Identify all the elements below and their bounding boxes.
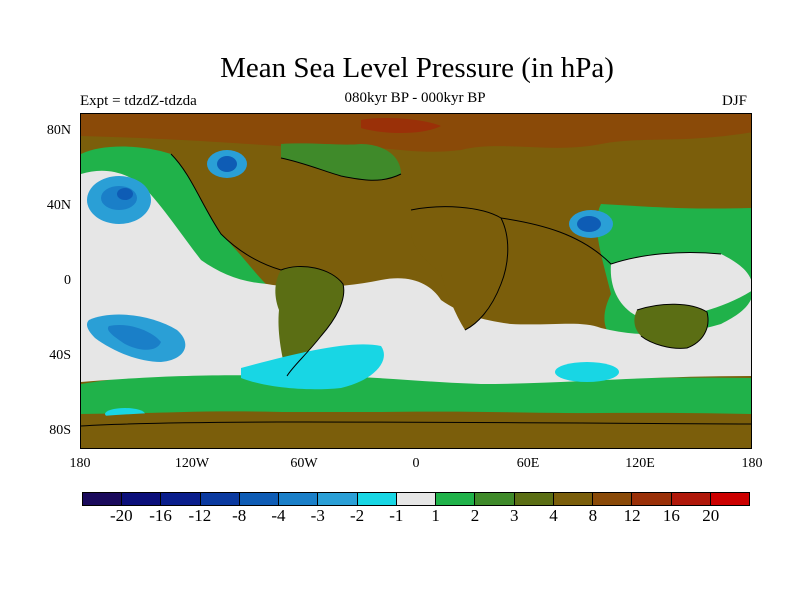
chart-title: Mean Sea Level Pressure (in hPa) [220,52,614,84]
lon-label-180w: 180 [69,456,91,471]
south-pacific-low-core [107,324,161,350]
north-pacific-low-inner [101,186,137,210]
colorbar-label-0: -20 [109,506,133,525]
lon-label-60w: 60W [290,456,318,471]
colorbar-label-1: -16 [149,506,172,525]
colorbar-label-12: 8 [588,506,598,525]
colorbar-label-6: -2 [349,506,365,525]
colorbar-box-6 [318,493,358,505]
colorbar-box-14 [632,493,672,505]
australia-region [634,304,709,349]
lon-label-60e: 60E [516,456,540,471]
lat-label-40n: 40N [46,198,71,213]
lat-label-80s: 80S [49,423,71,438]
lat-label-0: 0 [64,273,71,288]
colorbar-label-14: 16 [662,506,680,525]
colorbar-label-7: -1 [389,506,404,525]
experiment-label: Expt = tdzdZ-tdzda [80,93,197,109]
africa-coast [410,206,509,331]
colorbar-box-0 [83,493,123,505]
lon-label-120w: 120W [174,456,210,471]
colorbar-box-11 [514,493,554,505]
lon-label-180e: 180 [741,456,763,471]
arctic-peak-region [361,118,441,133]
north-atlantic-coast [280,157,402,181]
lon-label-0: 0 [412,456,420,471]
canada-low-core [217,156,237,172]
tibet-low-core [577,216,601,232]
colorbar-box-5 [279,493,319,505]
season-label: DJF [722,93,748,109]
south-atlantic-low-region [241,344,384,390]
colorbar-label-15: 20 [702,506,720,525]
antarctica-region [81,411,751,448]
lon-label-120e: 120E [625,456,655,471]
colorbar-label-5: -3 [310,506,325,525]
colorbar-box-13 [593,493,633,505]
colorbar-box-15 [671,493,711,505]
colorbar-box-10 [475,493,515,505]
colorbar-box-1 [122,493,162,505]
colorbar-label-9: 2 [470,506,480,525]
africa-region [411,206,508,330]
australia-coast [636,303,709,349]
contour-map [81,114,751,448]
colorbar-box-9 [436,493,476,505]
asia-south-coast [500,217,722,265]
colorbar-label-2: -12 [188,506,212,525]
colorbar-label-4: -4 [271,506,286,525]
north-america-west-coast [170,153,282,271]
lat-label-40s: 40S [49,348,71,363]
south-america-region [275,266,344,376]
colorbar [82,492,750,506]
coastlines [170,153,722,377]
north-atlantic-green-region [281,143,401,181]
north-pacific-low-core [117,188,133,200]
colorbar-box-12 [553,493,594,505]
chart-subtitle: 080kyr BP - 000kyr BP [344,90,486,106]
colorbar-label-13: 12 [623,506,641,525]
colorbar-label-11: 4 [549,506,558,525]
colorbar-label-10: 3 [509,506,519,525]
indo-pacific-neutral-region [610,252,751,319]
colorbar-box-8 [396,493,437,505]
colorbar-box-2 [161,493,201,505]
antarctica-coastline [81,421,751,427]
colorbar-box-16 [710,493,749,505]
colorbar-label-8: 1 [431,506,440,525]
colorbar-box-7 [357,493,397,505]
colorbar-label-3: -8 [232,506,247,525]
southern-indian-low-region [555,362,619,382]
colorbar-box-4 [239,493,280,505]
lat-label-80n: 80N [46,123,71,138]
colorbar-box-3 [200,493,240,505]
south-america-coast [280,266,345,377]
tropical-ocean-neutral-region [81,170,751,384]
arctic-high-region [81,114,751,152]
map-plot-area [80,113,752,449]
